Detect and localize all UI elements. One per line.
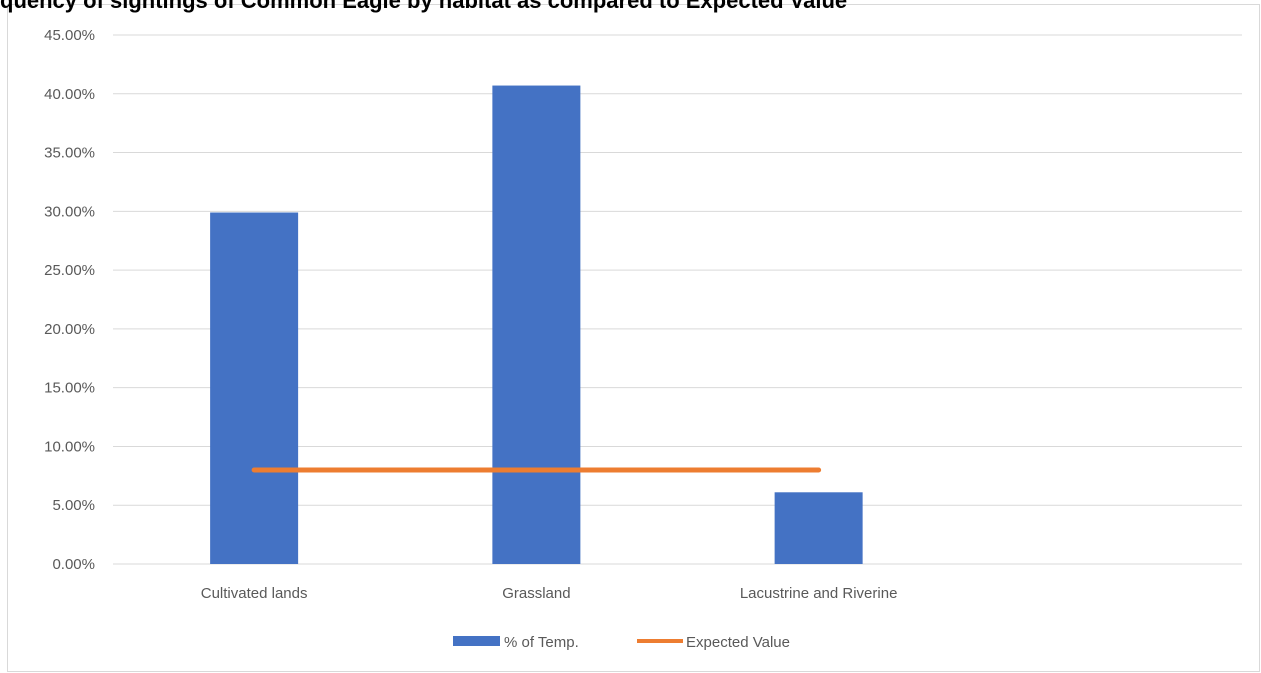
y-tick-label: 10.00%	[44, 438, 95, 455]
y-tick-label: 35.00%	[44, 145, 95, 162]
legend-label-bars: % of Temp.	[504, 634, 579, 651]
legend-swatch-bars	[453, 636, 500, 646]
y-tick-label: 20.00%	[44, 321, 95, 338]
x-tick-label: Grassland	[502, 585, 570, 602]
y-tick-label: 30.00%	[44, 203, 95, 220]
y-tick-label: 45.00%	[44, 27, 95, 44]
y-tick-label: 0.00%	[52, 556, 95, 573]
x-tick-label: Cultivated lands	[201, 585, 308, 602]
legend-label-line: Expected Value	[686, 634, 790, 651]
bar	[774, 492, 863, 564]
y-tick-label: 15.00%	[44, 380, 95, 397]
x-tick-label: Lacustrine and Riverine	[740, 585, 898, 602]
y-tick-label: 40.00%	[44, 86, 95, 103]
y-tick-label: 25.00%	[44, 262, 95, 279]
chart-title: quency of sightings of Common Eagle by h…	[0, 0, 848, 13]
bar	[210, 212, 299, 564]
y-tick-label: 5.00%	[52, 497, 95, 514]
bar	[492, 85, 581, 564]
